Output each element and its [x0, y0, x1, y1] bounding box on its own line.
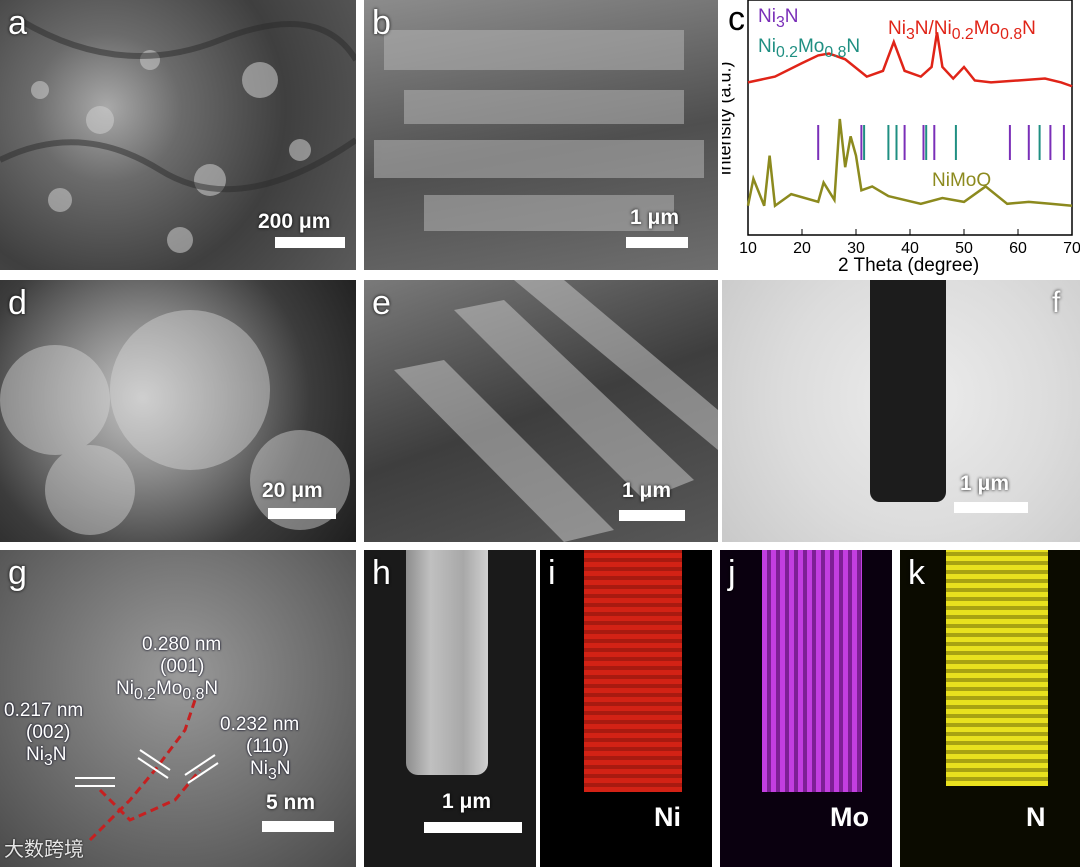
annotation-ni02mo08n-plane: (001)	[160, 656, 205, 677]
annotation-ni3n-110-phase: Ni3N	[250, 758, 291, 783]
panel-f: f 1 μm	[722, 280, 1080, 542]
panel-i: i Ni	[540, 550, 712, 867]
nanorod-tem	[870, 280, 946, 502]
urchin-spheres	[0, 310, 350, 535]
panel-label: e	[372, 284, 391, 322]
scale-bar	[275, 237, 345, 248]
panel-label: d	[8, 284, 27, 322]
x-tick-label: 70	[1063, 240, 1080, 257]
panel-g: g 0.280 nm (001) Ni0.2Mo0.8N 0.217 nm (0…	[0, 550, 356, 867]
panel-b: b 1 μm	[364, 0, 718, 270]
panel-e: e 1 μm	[364, 280, 718, 542]
panel-d: d 20 μm	[0, 280, 356, 542]
element-label: Ni	[654, 802, 681, 832]
annotation-ni3n-002-plane: (002)	[26, 722, 71, 743]
panel-a: a 200 μm	[0, 0, 356, 270]
ni-element-map	[584, 550, 682, 792]
crystal-rods	[394, 280, 718, 542]
scale-bar	[619, 510, 685, 521]
scale-bar	[954, 502, 1028, 513]
porous-texture	[0, 17, 356, 253]
scale-label: 200 μm	[258, 210, 331, 233]
annotation-ni3n-110-spacing: 0.232 nm	[220, 714, 300, 735]
legend-composite: Ni3N/Ni0.2Mo0.8N	[888, 18, 1036, 43]
n-element-map	[946, 550, 1048, 786]
panel-label: c	[728, 0, 745, 38]
annotation-ni3n-002-phase: Ni3N	[26, 744, 67, 769]
annotation-ni3n-002-spacing: 0.217 nm	[4, 700, 84, 721]
panel-label: i	[548, 554, 556, 592]
panel-k: k N	[900, 550, 1080, 867]
panel-label: g	[8, 554, 27, 592]
x-axis-label: 2 Theta (degree)	[838, 255, 980, 276]
x-tick-label: 30	[847, 240, 865, 257]
panel-label: h	[372, 554, 391, 592]
scale-label: 1 μm	[442, 790, 492, 813]
annotation-ni02mo08n-phase: Ni0.2Mo0.8N	[116, 678, 219, 703]
scale-label: 5 nm	[266, 791, 316, 814]
panel-label: j	[728, 554, 736, 592]
panel-h: h 1 μm	[364, 550, 536, 867]
hrtem-lattice	[75, 699, 219, 842]
element-label: N	[1026, 802, 1046, 832]
x-tick-label: 20	[793, 240, 811, 257]
watermark: 大数跨境	[4, 839, 84, 861]
legend-ni3n: Ni3N	[758, 6, 799, 31]
x-tick-label: 40	[901, 240, 919, 257]
legend-nimoo: NiMoO	[932, 170, 992, 191]
scale-bar	[262, 821, 334, 832]
panel-label: k	[908, 554, 925, 592]
element-label: Mo	[830, 802, 869, 832]
scale-bar	[268, 508, 336, 519]
scale-label: 1 μm	[622, 479, 672, 502]
panel-c-xrd-chart: 10 20 30 40 50 60 70 c Ni3N Ni0.2Mo0.8N Ni3N/N…	[722, 0, 1080, 278]
x-tick-label: 10	[739, 240, 757, 257]
panel-j: j Mo	[720, 550, 892, 867]
series-line-NiMoO	[746, 118, 1073, 208]
mo-element-map	[762, 550, 862, 792]
annotation-ni3n-110-plane: (110)	[246, 736, 289, 757]
x-tick-label: 60	[1009, 240, 1027, 257]
panel-label: f	[1052, 286, 1061, 319]
x-tick-label: 50	[955, 240, 973, 257]
series-line-Ni3N/Ni0.2Mo0.8N	[747, 32, 1073, 88]
scale-bar	[424, 822, 522, 833]
nanorod-sem	[406, 550, 488, 775]
legend-nimon: Ni0.2Mo0.8N	[758, 36, 861, 61]
scale-bar	[626, 237, 688, 248]
scale-label: 20 μm	[262, 479, 323, 502]
annotation-ni02mo08n-spacing: 0.280 nm	[142, 634, 222, 655]
panel-label: b	[372, 4, 391, 42]
y-axis-label: Intensity (a.u.)	[722, 61, 735, 176]
scale-label: 1 μm	[630, 206, 680, 229]
scale-label: 1 μm	[960, 472, 1010, 495]
xrd-plot: 10 20 30 40 50 60 70	[739, 0, 1080, 257]
crystal-rods	[374, 30, 704, 231]
panel-label: a	[8, 4, 27, 42]
